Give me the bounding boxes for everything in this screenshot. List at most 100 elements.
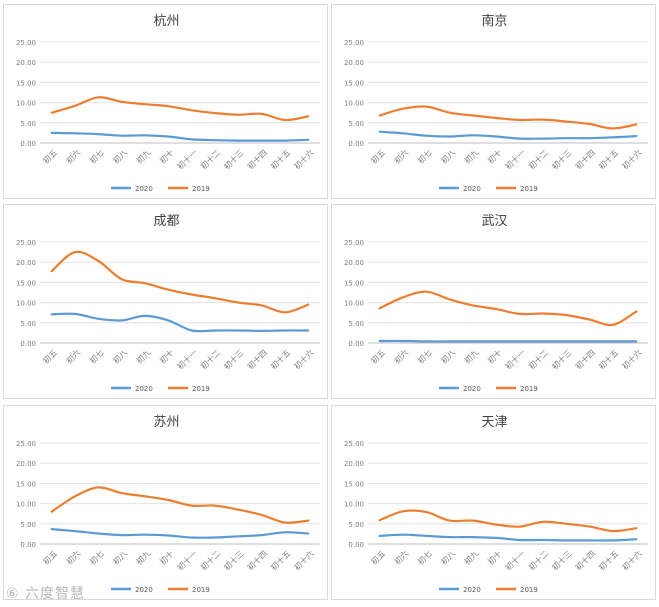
legend-label: 2019 <box>520 586 538 594</box>
y-tick-label: 0.00 <box>348 140 364 148</box>
chart-svg: 苏州 0.00 5.00 10.00 15.00 20.00 25.00 初五 初六 初七 初八 初九… <box>16 414 320 594</box>
x-tick-label: 初七 <box>415 147 433 165</box>
x-tick-label: 初六 <box>392 147 410 165</box>
chart-svg: 杭州 0.00 5.00 10.00 15.00 20.00 25.00 初五 初六 初七 初八 初九… <box>16 14 320 193</box>
series-line-2019 <box>378 105 638 130</box>
y-tick-label: 20.00 <box>16 59 36 67</box>
x-tick-label: 初十四 <box>573 347 597 371</box>
x-tick-label: 初十六 <box>292 147 316 171</box>
x-tick-label: 初十一 <box>175 347 199 371</box>
x-tick-label: 初十六 <box>620 548 644 572</box>
x-tick-label: 初十四 <box>245 347 269 371</box>
chart-svg: 南京 0.00 5.00 10.00 15.00 20.00 25.00 初五 初六 初七 初八 初九… <box>344 13 648 193</box>
series-line-2020 <box>378 130 638 140</box>
chart-panel-suzhou: 苏州 0.00 5.00 10.00 15.00 20.00 25.00 初五 初六 初七 初八 初九… <box>3 405 328 600</box>
x-tick-label: 初十 <box>157 147 175 165</box>
y-tick-label: 25.00 <box>16 239 36 247</box>
x-tick-label: 初十 <box>485 548 503 566</box>
x-tick-label: 初十 <box>157 548 175 566</box>
legend-label: 2020 <box>135 385 153 393</box>
x-tick-label: 初十三 <box>222 347 246 371</box>
y-tick-label: 10.00 <box>344 100 364 108</box>
y-tick-label: 5.00 <box>348 521 364 529</box>
y-tick-label: 25.00 <box>16 39 36 47</box>
x-tick-label: 初十二 <box>198 147 222 171</box>
y-tick-label: 5.00 <box>348 120 364 128</box>
x-tick-label: 初十五 <box>596 548 620 572</box>
x-tick-label: 初八 <box>439 347 457 365</box>
x-tick-label: 初十三 <box>222 147 246 171</box>
x-tick-label: 初五 <box>369 147 387 165</box>
y-tick-label: 15.00 <box>344 79 364 87</box>
legend-label: 2019 <box>192 385 210 393</box>
y-tick-label: 10.00 <box>16 100 36 108</box>
y-tick-label: 15.00 <box>16 79 36 87</box>
y-tick-label: 5.00 <box>20 521 36 529</box>
series-line-2019 <box>50 96 310 122</box>
chart-panel-wuhan: 武汉 0.00 5.00 10.00 15.00 20.00 25.00 初五 初六 初七 初八 初九… <box>331 204 656 399</box>
x-tick-label: 初十 <box>485 347 503 365</box>
x-tick-label: 初十五 <box>268 548 292 572</box>
x-tick-label: 初十二 <box>526 347 550 371</box>
x-tick-label: 初五 <box>41 347 59 365</box>
x-tick-label: 初六 <box>392 548 410 566</box>
chart-title: 南京 <box>481 13 507 29</box>
y-tick-label: 0.00 <box>20 340 36 348</box>
x-tick-label: 初十二 <box>198 548 222 572</box>
series-line-2020 <box>50 312 310 333</box>
series-line-2019 <box>50 486 310 524</box>
y-tick-label: 10.00 <box>16 501 36 509</box>
x-tick-label: 初八 <box>111 548 129 566</box>
y-tick-label: 10.00 <box>344 300 364 308</box>
y-tick-label: 20.00 <box>16 460 36 468</box>
chart-panel-hangzhou: 杭州 0.00 5.00 10.00 15.00 20.00 25.00 初五 初六 初七 初八 初九… <box>3 4 328 199</box>
y-tick-label: 25.00 <box>344 440 364 448</box>
x-tick-label: 初七 <box>415 347 433 365</box>
x-tick-label: 初十四 <box>573 147 597 171</box>
y-tick-label: 0.00 <box>20 541 36 549</box>
x-tick-label: 初六 <box>64 147 82 165</box>
x-tick-label: 初十二 <box>526 147 550 171</box>
x-tick-label: 初十二 <box>526 548 550 572</box>
x-tick-label: 初十四 <box>245 147 269 171</box>
chart-svg: 成都 0.00 5.00 10.00 15.00 20.00 25.00 初五 初六 初七 初八 初九… <box>16 214 320 393</box>
y-tick-label: 5.00 <box>20 320 36 328</box>
x-tick-label: 初十三 <box>550 548 574 572</box>
y-tick-label: 20.00 <box>344 59 364 67</box>
x-tick-label: 初十三 <box>550 147 574 171</box>
y-tick-label: 5.00 <box>20 120 36 128</box>
x-tick-label: 初九 <box>462 147 480 165</box>
y-tick-label: 25.00 <box>344 239 364 247</box>
x-tick-label: 初十五 <box>596 147 620 171</box>
y-tick-label: 0.00 <box>20 140 36 148</box>
y-tick-label: 15.00 <box>344 480 364 488</box>
y-tick-label: 25.00 <box>344 39 364 47</box>
y-tick-label: 25.00 <box>16 440 36 448</box>
x-tick-label: 初十六 <box>620 147 644 171</box>
x-tick-label: 初十一 <box>503 347 527 371</box>
y-tick-label: 20.00 <box>344 259 364 267</box>
chart-title: 杭州 <box>153 14 179 29</box>
x-tick-label: 初五 <box>369 347 387 365</box>
x-tick-label: 初十 <box>157 347 175 365</box>
x-tick-label: 初八 <box>111 347 129 365</box>
x-tick-label: 初十 <box>485 147 503 165</box>
chart-title: 天津 <box>481 415 507 430</box>
series-line-2020 <box>378 533 638 542</box>
x-tick-label: 初五 <box>369 548 387 566</box>
x-tick-label: 初八 <box>439 548 457 566</box>
y-tick-label: 0.00 <box>348 340 364 348</box>
series-line-2019 <box>378 290 638 327</box>
x-tick-label: 初十二 <box>198 347 222 371</box>
legend-label: 2020 <box>463 385 481 393</box>
x-tick-label: 初九 <box>134 548 152 566</box>
x-tick-label: 初十一 <box>503 147 527 171</box>
legend-label: 2020 <box>463 586 481 594</box>
x-tick-label: 初十一 <box>503 548 527 572</box>
x-tick-label: 初十六 <box>620 347 644 371</box>
y-tick-label: 10.00 <box>344 501 364 509</box>
x-tick-label: 初九 <box>462 548 480 566</box>
x-tick-label: 初十一 <box>175 548 199 572</box>
chart-title: 成都 <box>153 214 179 229</box>
x-tick-label: 初十三 <box>222 548 246 572</box>
